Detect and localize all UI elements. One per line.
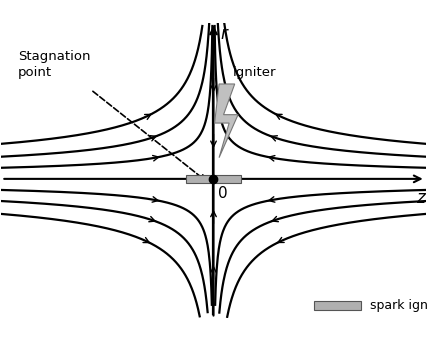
Text: igniter: igniter <box>233 66 276 79</box>
Bar <box>186 175 242 182</box>
Text: spark ign: spark ign <box>370 299 428 312</box>
Text: 0: 0 <box>218 186 227 201</box>
Bar <box>314 301 361 310</box>
Text: r: r <box>220 25 227 43</box>
Text: Stagnation
point: Stagnation point <box>18 50 91 79</box>
Polygon shape <box>215 84 238 158</box>
Text: z: z <box>416 189 425 207</box>
